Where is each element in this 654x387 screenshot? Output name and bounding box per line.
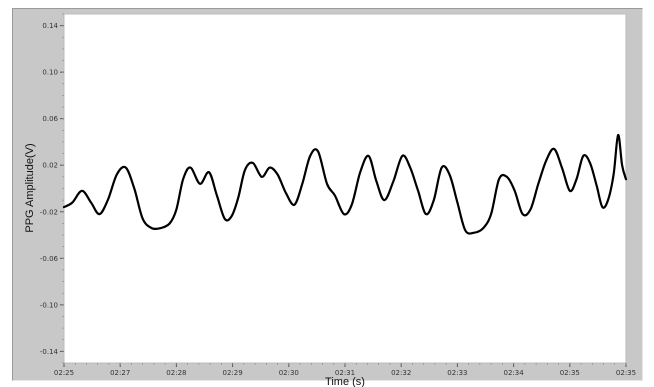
- x-tick-label: 02:27: [110, 369, 130, 377]
- y-tick-label: 0.10: [42, 69, 58, 77]
- x-tick-label: 02:25: [54, 369, 74, 377]
- x-tick-label: 02:28: [166, 369, 186, 377]
- x-tick-label: 02:33: [447, 369, 467, 377]
- y-axis: 0.14 0.10 0.06 0.02 -0.02 -0.06 -0.10 -0.14: [40, 13, 64, 364]
- x-tick-label: 02:35: [616, 369, 636, 377]
- y-tick-label: -0.02: [40, 208, 58, 216]
- y-tick-label: 0.02: [42, 162, 58, 170]
- y-tick-label: -0.14: [40, 348, 59, 356]
- x-tick-label: 02:31: [335, 369, 355, 377]
- y-tick-label: -0.10: [40, 301, 58, 309]
- y-axis-title: PPG Amplitude(V): [24, 143, 36, 232]
- ppg-signal-line: [62, 133, 628, 235]
- x-tick-label: 02:30: [279, 369, 299, 377]
- x-axis: 02:25 02:27 02:28 02:29 02:30 02:31 02:32 02:33…: [54, 363, 636, 377]
- x-tick-label: 02:32: [391, 369, 411, 377]
- x-tick-label: 02:29: [223, 369, 243, 377]
- y-tick-label: 0.14: [42, 22, 58, 30]
- plot-area: [63, 13, 627, 364]
- y-tick-label: -0.06: [40, 255, 59, 263]
- y-tick-label: 0.06: [42, 115, 58, 123]
- x-tick-label: 02:34: [504, 369, 525, 377]
- x-tick-label: 02:35: [560, 369, 580, 377]
- x-axis-title: Time (s): [325, 376, 365, 387]
